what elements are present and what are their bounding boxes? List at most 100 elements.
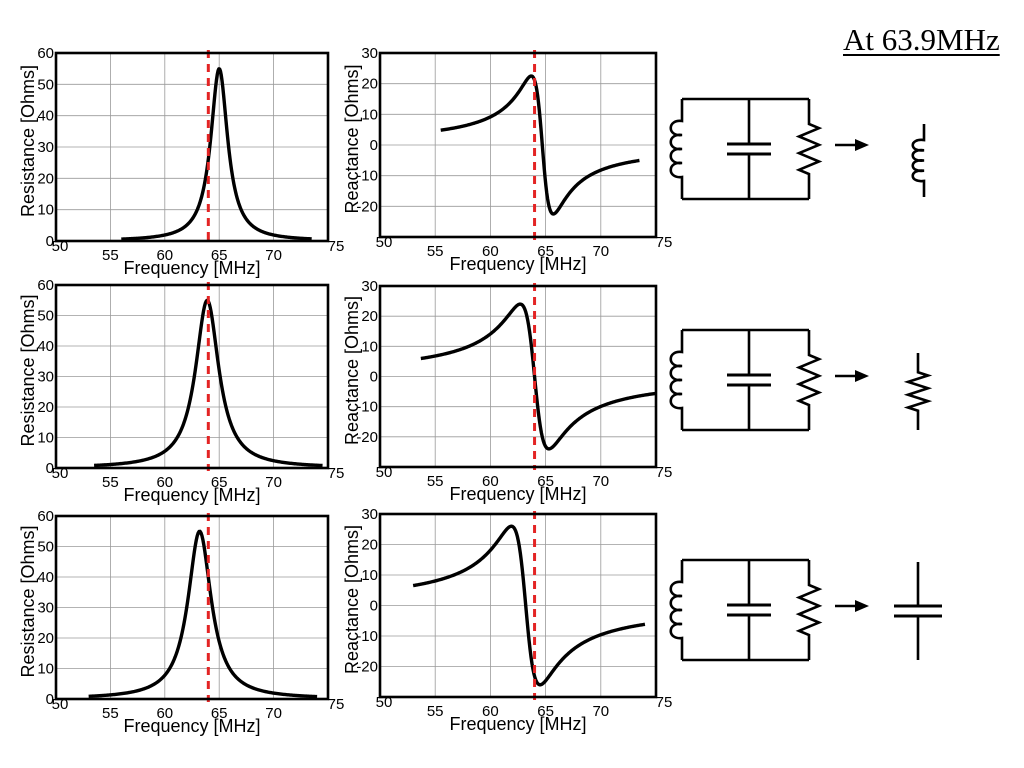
y-tick-label: 60 bbox=[37, 277, 54, 294]
y-tick-label: 30 bbox=[37, 369, 54, 386]
x-tick-label: 60 bbox=[482, 243, 499, 260]
x-tick-label: 65 bbox=[537, 243, 554, 260]
chart-reactance-1: 50 55 60 65 70 75 -20 -10 0 10 20 30 Frequency [MHz]… bbox=[342, 45, 672, 274]
x-tick-label: 65 bbox=[537, 473, 554, 490]
y-tick-label: 10 bbox=[37, 430, 54, 447]
y-tick-label: -10 bbox=[356, 168, 378, 185]
y-tick-label: 0 bbox=[370, 598, 378, 615]
y-axis-label: Resistance [Ohms] bbox=[18, 65, 38, 217]
x-tick-label: 55 bbox=[427, 243, 444, 260]
circuit-row-2 bbox=[669, 328, 933, 432]
x-tick-label: 70 bbox=[592, 703, 609, 720]
plot-frame bbox=[54, 51, 330, 243]
y-tick-label: 10 bbox=[37, 202, 54, 219]
resistor-icon bbox=[795, 330, 823, 430]
y-tick-label: 0 bbox=[46, 460, 54, 477]
x-tick-label: 75 bbox=[328, 238, 345, 255]
y-tick-label: 10 bbox=[361, 567, 378, 584]
x-tick-label: 60 bbox=[156, 705, 173, 722]
plot-frame bbox=[54, 514, 330, 701]
x-tick-label: 75 bbox=[328, 465, 345, 482]
y-tick-label: 40 bbox=[37, 108, 54, 125]
x-tick-label: 70 bbox=[265, 705, 282, 722]
x-tick-label: 50 bbox=[376, 234, 393, 251]
chart-reactance-2: 50 55 60 65 70 75 -20 -10 0 10 20 30 Frequency [MHz]… bbox=[342, 278, 672, 504]
x-tick-label: 65 bbox=[211, 705, 228, 722]
x-tick-label: 65 bbox=[211, 247, 228, 264]
equivalent-inductor-icon bbox=[911, 124, 926, 197]
y-tick-label: 50 bbox=[37, 539, 54, 556]
y-tick-label: 30 bbox=[361, 278, 378, 295]
y-tick-label: -10 bbox=[356, 628, 378, 645]
y-tick-label: 60 bbox=[37, 45, 54, 62]
x-tick-label: 55 bbox=[102, 474, 119, 491]
x-tick-label: 65 bbox=[211, 474, 228, 491]
equivalent-resistor-icon bbox=[903, 353, 933, 430]
y-tick-label: -20 bbox=[356, 198, 378, 215]
x-tick-label: 75 bbox=[656, 234, 673, 251]
inductor-icon bbox=[669, 560, 684, 660]
equivalent-capacitor-icon bbox=[894, 562, 942, 660]
y-tick-label: 30 bbox=[37, 139, 54, 156]
x-tick-label: 75 bbox=[328, 696, 345, 713]
y-axis-label: Reactance [Ohms] bbox=[342, 296, 362, 445]
series-line-resistance-3 bbox=[87, 529, 318, 699]
capacitor-icon bbox=[727, 330, 771, 430]
y-tick-label: 50 bbox=[37, 76, 54, 93]
y-tick-label: 0 bbox=[370, 369, 378, 386]
x-tick-label: 75 bbox=[656, 464, 673, 481]
x-tick-label: 55 bbox=[427, 703, 444, 720]
x-tick-label: 70 bbox=[265, 474, 282, 491]
series-line-reactance-2 bbox=[420, 302, 656, 451]
capacitor-icon bbox=[727, 99, 771, 199]
x-tick-label: 60 bbox=[482, 473, 499, 490]
x-axis-label: Frequency [MHz] bbox=[449, 714, 586, 734]
y-tick-label: 20 bbox=[37, 399, 54, 416]
y-tick-label: -10 bbox=[356, 399, 378, 416]
right-arrow-icon bbox=[835, 600, 869, 612]
y-tick-label: 30 bbox=[37, 600, 54, 617]
plot-frame bbox=[54, 283, 330, 470]
x-axis-label: Frequency [MHz] bbox=[449, 484, 586, 504]
y-tick-label: 30 bbox=[361, 45, 378, 62]
capacitor-icon bbox=[727, 560, 771, 660]
x-tick-label: 55 bbox=[102, 705, 119, 722]
resistor-icon bbox=[795, 99, 823, 199]
inductor-icon bbox=[669, 99, 684, 199]
page-heading: At 63.9MHz bbox=[843, 22, 1000, 57]
y-axis-label: Reactance [Ohms] bbox=[342, 525, 362, 674]
x-axis-label: Frequency [MHz] bbox=[123, 258, 260, 278]
x-tick-label: 70 bbox=[592, 243, 609, 260]
series-line-resistance-1 bbox=[120, 67, 313, 241]
resistor-icon bbox=[795, 560, 823, 660]
x-tick-label: 70 bbox=[265, 247, 282, 264]
y-tick-label: 50 bbox=[37, 308, 54, 325]
y-axis-label: Resistance [Ohms] bbox=[18, 294, 38, 446]
x-tick-label: 70 bbox=[592, 473, 609, 490]
x-tick-label: 55 bbox=[427, 473, 444, 490]
y-tick-label: 0 bbox=[370, 137, 378, 154]
circuit-row-1 bbox=[669, 97, 926, 201]
y-tick-label: 0 bbox=[46, 233, 54, 250]
x-tick-label: 75 bbox=[656, 694, 673, 711]
y-tick-label: 30 bbox=[361, 506, 378, 523]
y-tick-label: 10 bbox=[37, 661, 54, 678]
y-tick-label: 20 bbox=[37, 630, 54, 647]
y-tick-label: -20 bbox=[356, 659, 378, 676]
y-tick-label: 0 bbox=[46, 691, 54, 708]
series-line-reactance-3 bbox=[412, 524, 646, 687]
x-tick-label: 60 bbox=[156, 474, 173, 491]
y-axis-label: Reactance [Ohms] bbox=[342, 64, 362, 213]
y-tick-label: 10 bbox=[361, 106, 378, 123]
y-tick-label: 40 bbox=[37, 569, 54, 586]
x-axis-label: Frequency [MHz] bbox=[449, 254, 586, 274]
inductor-icon bbox=[669, 330, 684, 430]
y-tick-label: 20 bbox=[37, 170, 54, 187]
x-tick-label: 55 bbox=[102, 247, 119, 264]
x-tick-label: 60 bbox=[156, 247, 173, 264]
right-arrow-icon bbox=[835, 370, 869, 382]
x-tick-label: 50 bbox=[52, 238, 69, 255]
